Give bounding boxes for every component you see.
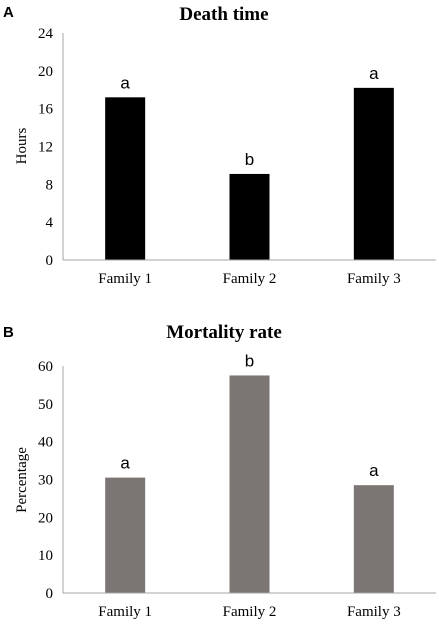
axes xyxy=(62,33,436,261)
y-tick-labels: 0 4 8 12 16 20 24 xyxy=(38,26,54,269)
bar-family-1 xyxy=(105,477,146,593)
y-tick-label: 60 xyxy=(38,359,53,375)
y-tick-label: 12 xyxy=(38,140,53,156)
bar-label: b xyxy=(245,150,254,169)
y-tick-label: 40 xyxy=(38,435,53,451)
chart-panel-b: B Mortality rate Percentage 0 10 20 30 40 50 6… xyxy=(3,322,436,620)
x-tick-label: Family 3 xyxy=(347,604,401,620)
bar-label: a xyxy=(369,461,379,480)
bar-label: a xyxy=(120,454,130,473)
x-tick-label: Family 1 xyxy=(98,271,152,287)
bar-family-1 xyxy=(105,97,146,260)
chart-panel-a: A Death time Hours 0 4 8 12 16 20 24 a b a Famil… xyxy=(3,4,436,287)
bars xyxy=(105,375,394,593)
y-tick-label: 10 xyxy=(38,548,53,564)
y-tick-labels: 0 10 20 30 40 50 60 xyxy=(38,359,53,602)
bar-label: b xyxy=(245,351,254,370)
y-tick-label: 0 xyxy=(46,253,54,269)
y-axis-label-percentage: Percentage xyxy=(14,447,30,513)
bar-family-3 xyxy=(353,87,394,260)
x-tick-label: Family 3 xyxy=(347,271,401,287)
y-tick-label: 20 xyxy=(38,64,53,80)
y-tick-label: 8 xyxy=(46,177,54,193)
bar-label: a xyxy=(120,73,130,92)
y-tick-label: 24 xyxy=(38,26,54,42)
y-tick-label: 0 xyxy=(46,586,54,602)
bar-significance-labels: a b a xyxy=(120,351,379,480)
chart-title-death-time: Death time xyxy=(179,4,268,25)
bar-family-3 xyxy=(353,485,394,593)
y-tick-label: 50 xyxy=(38,397,53,413)
bar-label: a xyxy=(369,64,379,83)
x-tick-label: Family 2 xyxy=(223,271,277,287)
chart-title-mortality-rate: Mortality rate xyxy=(166,322,282,343)
x-tick-labels: Family 1 Family 2 Family 3 xyxy=(98,604,400,620)
y-tick-label: 4 xyxy=(46,215,54,231)
axes xyxy=(62,366,436,594)
y-tick-label: 30 xyxy=(38,473,53,489)
y-axis-label-hours: Hours xyxy=(14,128,30,165)
x-tick-label: Family 2 xyxy=(223,604,277,620)
bar-family-2 xyxy=(229,173,270,260)
panel-letter-b: B xyxy=(3,324,14,341)
x-tick-labels: Family 1 Family 2 Family 3 xyxy=(98,271,400,287)
x-tick-label: Family 1 xyxy=(98,604,152,620)
bar-significance-labels: a b a xyxy=(120,64,379,169)
panel-letter-a: A xyxy=(3,4,14,21)
bars xyxy=(105,87,394,260)
y-tick-label: 16 xyxy=(38,102,54,118)
bar-family-2 xyxy=(229,375,270,593)
y-tick-label: 20 xyxy=(38,510,53,526)
